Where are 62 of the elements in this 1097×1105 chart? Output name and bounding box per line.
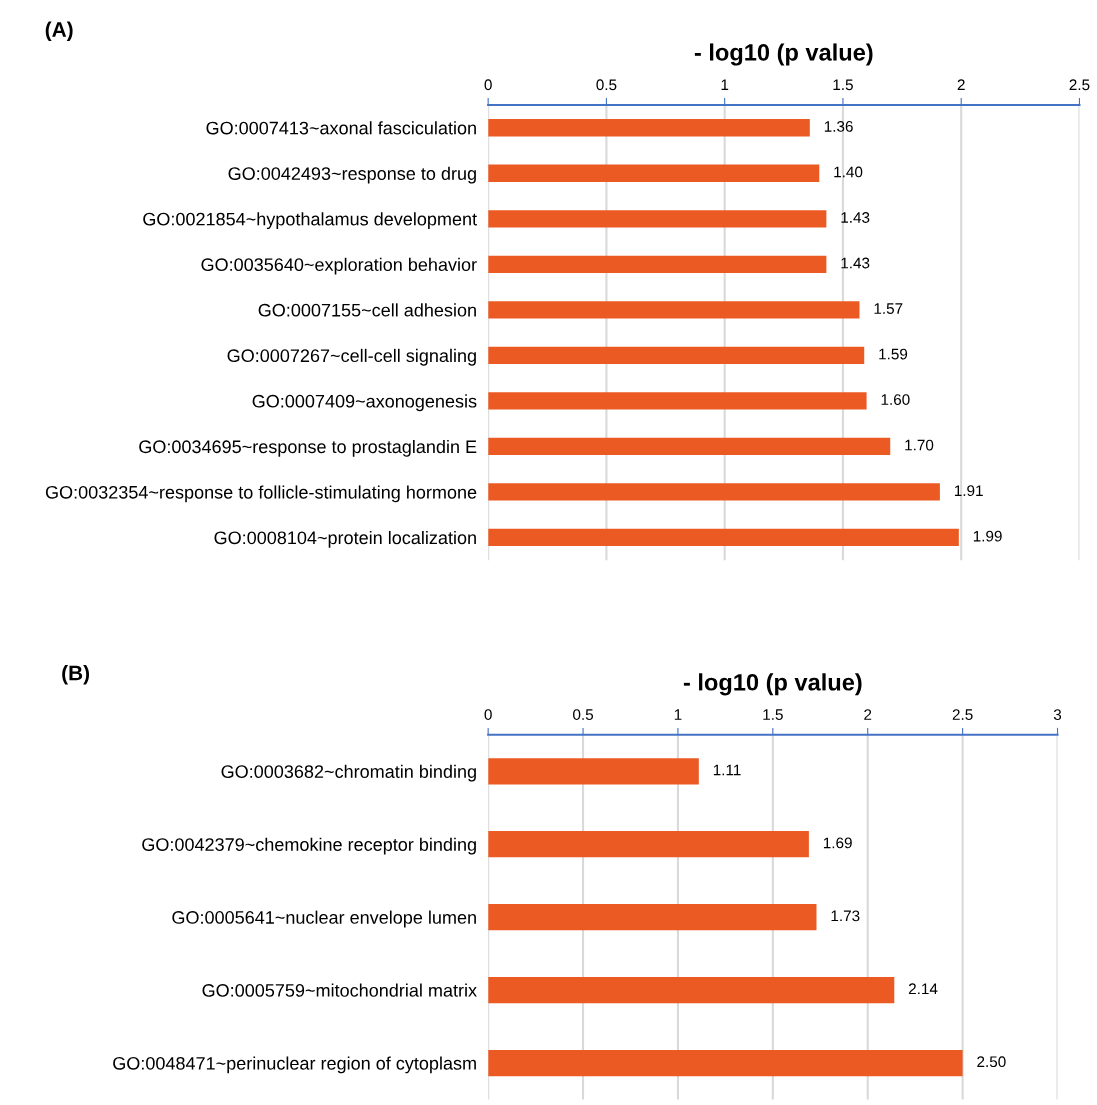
bar <box>488 528 959 547</box>
bar <box>488 904 817 931</box>
x-tick-label: 0 <box>484 709 492 720</box>
y-tick-label: GO:0048471~perinuclear region of cytoplasm <box>113 1056 476 1074</box>
y-tick-label: GO:0003682~chromatin binding <box>221 764 476 782</box>
x-tick-label: 2.5 <box>952 709 973 720</box>
x-tick-label: 1 <box>721 79 729 90</box>
y-tick-label: GO:0042493~response to drug <box>228 166 476 184</box>
bar <box>488 1049 963 1077</box>
data-label: 1.57 <box>874 303 903 314</box>
bar <box>488 164 820 182</box>
y-tick-label: GO:0034695~response to prostaglandin E <box>139 439 477 457</box>
chart-title: - log10 (p value) <box>694 43 873 66</box>
data-label: 1.43 <box>841 257 870 269</box>
data-label: 1.69 <box>823 837 852 849</box>
bar <box>488 119 810 137</box>
y-tick-label: GO:0021854~hypothalamus development <box>143 212 477 230</box>
x-tick-label: 1.5 <box>833 79 853 91</box>
data-label: 1.11 <box>713 764 741 776</box>
x-tick-label: 2 <box>864 709 872 720</box>
chart-title: - log10 (p value) <box>683 673 862 696</box>
x-tick-label: 2 <box>957 79 965 90</box>
y-tick-label: GO:0005759~mitochondrial matrix <box>202 983 477 997</box>
y-tick-label: GO:0035640~exploration behavior <box>201 257 477 275</box>
bar <box>488 976 895 1004</box>
bar <box>488 483 940 501</box>
data-label: 1.40 <box>834 166 863 178</box>
bar <box>488 831 809 858</box>
y-tick-label: GO:0007155~cell adhesion <box>258 303 476 317</box>
text: (B) <box>62 665 90 685</box>
bar <box>488 210 827 228</box>
x-tick-label: 2.5 <box>1069 79 1090 91</box>
bar <box>488 437 891 456</box>
y-tick-label: GO:0005641~nuclear envelope lumen <box>172 910 476 928</box>
x-tick-label: 3 <box>1053 709 1062 720</box>
x-tick-label: 1 <box>674 709 682 720</box>
data-label: 1.91 <box>954 485 983 497</box>
data-label: 1.43 <box>841 212 870 223</box>
x-tick-label: 0 <box>484 79 492 91</box>
data-label: 2.14 <box>908 983 938 995</box>
y-tick-label: GO:0007267~cell-cell signaling <box>227 348 476 366</box>
y-tick-label: GO:0007413~axonal fasciculation <box>206 121 476 135</box>
data-label: 1.70 <box>905 439 934 451</box>
x-tick-label: 0.5 <box>596 79 617 91</box>
bar <box>488 346 865 365</box>
bar <box>488 758 699 785</box>
data-label: 1.60 <box>881 394 910 405</box>
y-tick-label: GO:0032354~response to follicle-stimulating hormone <box>45 485 477 503</box>
data-label: 1.59 <box>879 348 908 360</box>
bar <box>488 255 827 273</box>
data-label: 1.36 <box>824 121 853 132</box>
data-label: 2.50 <box>977 1056 1006 1068</box>
text: (A) <box>45 21 73 42</box>
y-tick-label: GO:0042379~chemokine receptor binding <box>142 837 476 855</box>
x-tick-label: 1.5 <box>763 709 783 720</box>
data-label: 1.73 <box>831 910 860 922</box>
bar <box>488 301 860 319</box>
data-label: 1.99 <box>973 530 1002 542</box>
y-tick-label: GO:0008104~protein localization <box>214 530 476 548</box>
y-tick-label: GO:0007409~axonogenesis <box>252 394 477 412</box>
bar <box>488 392 867 410</box>
x-tick-label: 0.5 <box>573 709 594 720</box>
